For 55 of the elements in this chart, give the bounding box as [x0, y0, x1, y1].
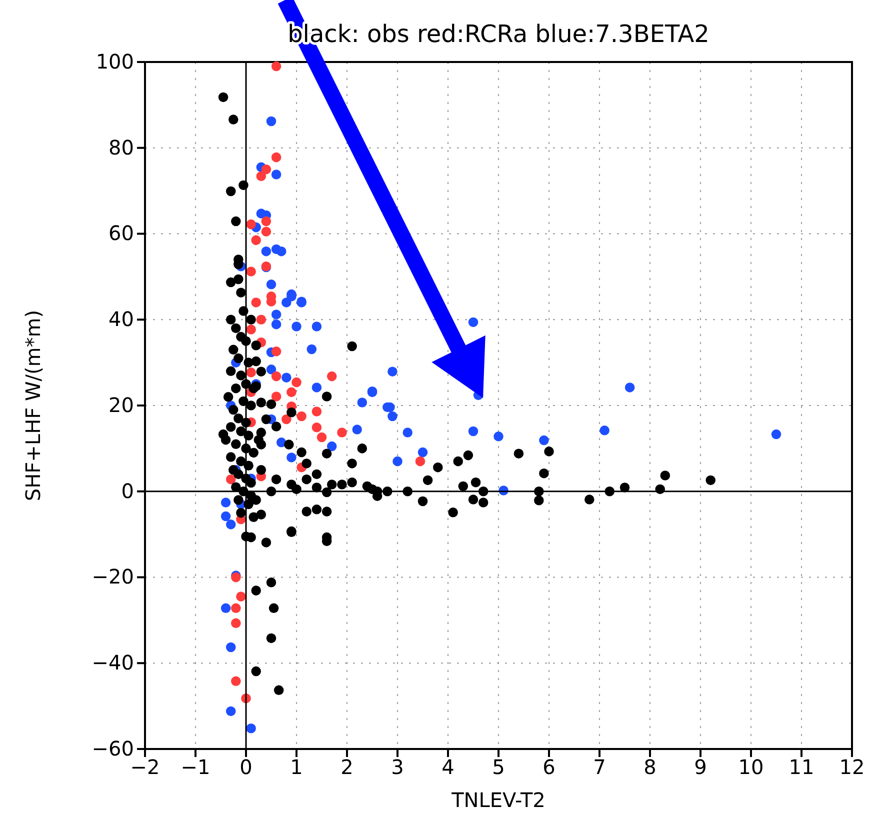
x-axis-title: TNLEV-T2 [450, 788, 546, 812]
x-tick-label: 0 [240, 755, 252, 780]
y-tick-label: 100 [96, 49, 134, 74]
y-tick-label: 80 [108, 135, 134, 160]
point [246, 266, 256, 276]
point [282, 414, 292, 424]
x-tick-label: 1 [290, 755, 303, 780]
point [246, 368, 256, 378]
point [226, 474, 236, 484]
point [316, 432, 327, 442]
x-tick-label: 7 [593, 755, 606, 780]
point [292, 377, 302, 388]
point [271, 346, 282, 356]
y-tick-label: −20 [92, 564, 134, 589]
point [337, 428, 347, 438]
y-axis-title: SHF+LHF W/(m*m) [21, 310, 45, 502]
x-tick-label: −1 [180, 755, 210, 780]
x-tick-label: 6 [542, 755, 556, 780]
point [231, 618, 241, 628]
point [312, 406, 322, 416]
point [236, 592, 246, 602]
point [246, 324, 256, 334]
x-tick-label: 2 [340, 755, 354, 780]
point [231, 676, 241, 686]
point [271, 371, 282, 382]
point [246, 219, 256, 230]
y-tick-label: 20 [108, 392, 134, 417]
x-tick-label: 11 [788, 755, 814, 780]
point [326, 371, 337, 382]
x-tick-label: 8 [644, 755, 656, 780]
y-tick-label: 0 [121, 478, 134, 503]
point [256, 171, 266, 182]
point [251, 298, 261, 308]
point [271, 392, 282, 402]
y-tick-label: 60 [108, 221, 134, 246]
point [271, 152, 282, 162]
x-tick-label: 10 [738, 755, 764, 780]
x-tick-label: 4 [442, 755, 454, 780]
point [296, 411, 306, 422]
x-tick-label: 3 [391, 755, 404, 780]
x-tick-label: 5 [492, 755, 505, 780]
point [415, 456, 426, 466]
point [271, 61, 282, 72]
point [286, 387, 296, 398]
point [231, 603, 241, 614]
point [261, 164, 272, 174]
point [261, 226, 272, 236]
y-tick-label: 40 [108, 307, 134, 332]
point [261, 216, 272, 226]
x-tick-label: 9 [694, 755, 707, 780]
x-tick-label: 12 [839, 755, 865, 780]
y-tick-label: −40 [92, 650, 134, 675]
point [312, 422, 322, 432]
point [251, 235, 261, 246]
point [256, 314, 266, 324]
